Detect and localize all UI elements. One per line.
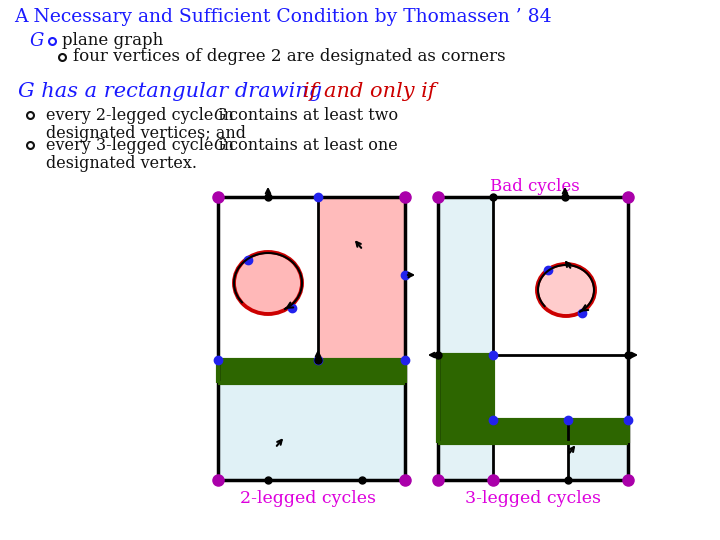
Text: G: G bbox=[214, 107, 227, 124]
Polygon shape bbox=[438, 355, 493, 443]
Text: 2-legged cycles: 2-legged cycles bbox=[240, 490, 376, 507]
Text: Bad cycles: Bad cycles bbox=[490, 178, 580, 195]
Polygon shape bbox=[493, 420, 628, 443]
Text: G: G bbox=[214, 137, 227, 154]
Text: designated vertex.: designated vertex. bbox=[46, 155, 197, 172]
Text: if and only if: if and only if bbox=[303, 82, 436, 101]
Text: every 3-legged cycle in: every 3-legged cycle in bbox=[46, 137, 239, 154]
Text: G has a rectangular drawing: G has a rectangular drawing bbox=[18, 82, 329, 101]
Text: A Necessary and Sufficient Condition by Thomassen ’ 84: A Necessary and Sufficient Condition by … bbox=[14, 8, 552, 26]
Polygon shape bbox=[218, 360, 405, 383]
Polygon shape bbox=[318, 197, 405, 360]
Text: four vertices of degree 2 are designated as corners: four vertices of degree 2 are designated… bbox=[73, 48, 505, 65]
Text: G: G bbox=[30, 32, 45, 50]
Polygon shape bbox=[218, 383, 405, 480]
Text: designated vertices; and: designated vertices; and bbox=[46, 125, 246, 142]
Text: contains at least one: contains at least one bbox=[224, 137, 397, 154]
Text: plane graph: plane graph bbox=[62, 32, 163, 49]
Ellipse shape bbox=[234, 252, 302, 314]
Ellipse shape bbox=[537, 264, 595, 316]
Polygon shape bbox=[438, 197, 493, 480]
Polygon shape bbox=[493, 197, 628, 355]
Text: contains at least two: contains at least two bbox=[224, 107, 398, 124]
Text: every 2-legged cycle in: every 2-legged cycle in bbox=[46, 107, 239, 124]
Polygon shape bbox=[218, 197, 318, 360]
Text: 3-legged cycles: 3-legged cycles bbox=[465, 490, 601, 507]
Polygon shape bbox=[568, 420, 628, 480]
Polygon shape bbox=[493, 355, 628, 420]
